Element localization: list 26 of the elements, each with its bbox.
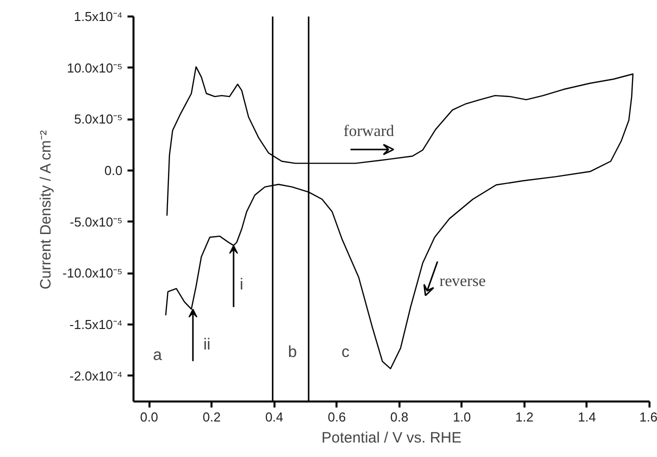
x-axis-title: Potential / V vs. RHE (321, 430, 462, 446)
y-tick-label: 1.5x10⁻⁴ (74, 9, 123, 24)
x-tick-label: 1.6 (639, 410, 657, 424)
annotation: i (240, 276, 244, 294)
x-tick-label: 0.2 (202, 410, 221, 424)
x-tick-label: 1.2 (515, 410, 534, 424)
annotation: b (288, 344, 298, 361)
annotation: ii (203, 336, 210, 354)
x-tick-label: 1.4 (578, 410, 596, 424)
annotation: a (153, 347, 162, 364)
y-tick-label: -5.0x10⁻⁵ (70, 214, 122, 230)
y-tick-label: -10.0x10⁻⁵ (62, 266, 123, 281)
x-tick-label: 0.0 (140, 410, 158, 424)
y-tick-label: 10.0x10⁻⁵ (66, 60, 123, 76)
x-tick-label: 0.6 (328, 410, 346, 424)
x-tick-label: 1.0 (452, 410, 471, 424)
annotation: reverse (440, 273, 486, 290)
x-tick-label: 0.4 (265, 410, 284, 424)
y-tick-label: -2.0x10⁻⁴ (70, 368, 123, 384)
y-tick-label: 0.0 (104, 163, 123, 178)
y-tick-label: 5.0x10⁻⁵ (74, 112, 122, 127)
annotation: c (342, 344, 350, 361)
y-axis-title: Current Density / A cm⁻² (38, 130, 55, 290)
annotation: forward (344, 123, 394, 140)
x-tick-label: 0.8 (390, 410, 408, 424)
y-tick-label: -1.5x10⁻⁴ (70, 317, 123, 332)
